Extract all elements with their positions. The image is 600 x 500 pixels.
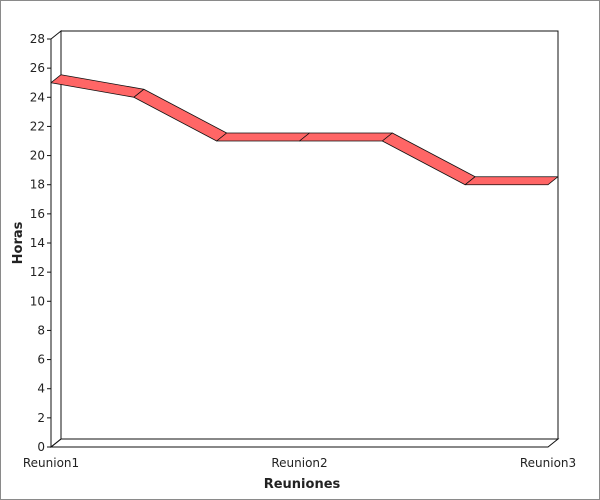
- y-tick-label: 26: [30, 61, 45, 75]
- ribbon-segment: [299, 132, 393, 142]
- x-tick-label: Reunion2: [271, 456, 327, 470]
- y-tick-label: 24: [30, 90, 45, 104]
- y-tick-label: 12: [30, 265, 45, 279]
- ribbon-segment: [381, 132, 476, 186]
- y-tick-label: 10: [30, 294, 45, 308]
- chart-walls: [49, 29, 560, 449]
- left-wall: [50, 29, 62, 449]
- y-tick-label: 20: [30, 149, 45, 163]
- y-tick-label: 0: [37, 440, 45, 454]
- y-tick-label: 8: [37, 323, 45, 337]
- y-tick-label: 16: [30, 207, 45, 221]
- series-ribbon: [50, 74, 559, 186]
- floor: [49, 438, 560, 448]
- x-tick-label: Reunion1: [23, 456, 79, 470]
- ribbon-segment: [133, 88, 228, 142]
- x-tick-label: Reunion3: [520, 456, 576, 470]
- y-tick-label: 6: [37, 353, 45, 367]
- ribbon-segment: [216, 132, 310, 142]
- x-axis-title: Reuniones: [264, 477, 341, 492]
- y-tick-label: 14: [30, 236, 45, 250]
- y-tick-label: 4: [37, 382, 45, 396]
- x-axis-ticks: Reunion1 Reunion2 Reunion3: [23, 456, 576, 470]
- y-tick-label: 28: [30, 32, 45, 46]
- y-tick-label: 22: [30, 119, 45, 133]
- y-tick-label: 18: [30, 178, 45, 192]
- y-tick-label: 2: [37, 411, 45, 425]
- ribbon-segment: [464, 176, 559, 186]
- ribbon-segment: [50, 74, 145, 98]
- y-axis-title: Horas: [11, 221, 26, 264]
